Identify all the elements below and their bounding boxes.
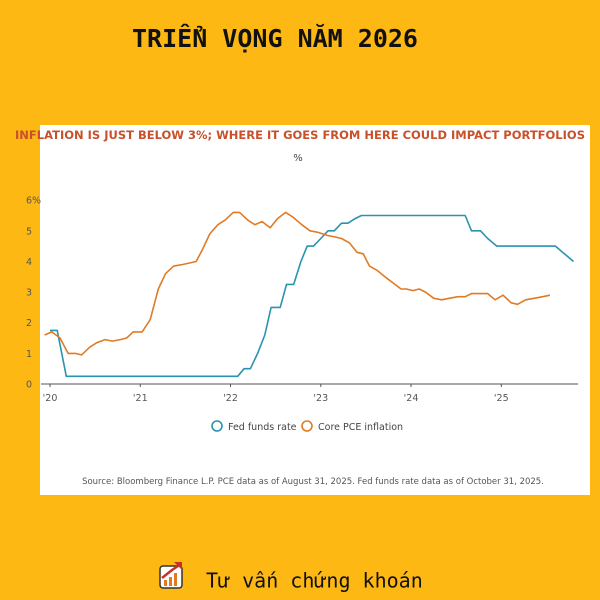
x-tick-label: '22 <box>223 393 238 404</box>
y-tick-label: 2 <box>26 318 32 329</box>
y-tick-label: 3 <box>26 288 32 299</box>
legend-swatch <box>211 420 223 432</box>
source-note: Source: Bloomberg Finance L.P. PCE data … <box>82 477 544 487</box>
chart-panel <box>40 125 590 495</box>
post-title: TRIỂN VỌNG NĂM 2026 <box>132 23 418 53</box>
legend-label: Fed funds rate <box>228 422 297 433</box>
series-line <box>50 214 575 378</box>
legend-label: Core PCE inflation <box>318 422 403 433</box>
y-tick-label: 1 <box>26 349 32 360</box>
x-tick-label: '24 <box>404 393 419 404</box>
x-tick-label: '25 <box>494 393 509 404</box>
x-tick-label: '20 <box>43 393 58 404</box>
series-line <box>44 211 551 356</box>
footer-icon <box>159 562 183 589</box>
y-tick-label: 6% <box>26 196 41 207</box>
y-tick-label: 4 <box>26 257 32 268</box>
y-unit: % <box>293 153 303 164</box>
y-tick-label: 5 <box>26 226 32 237</box>
x-tick-label: '21 <box>133 393 148 404</box>
x-tick-label: '23 <box>313 393 328 404</box>
legend-swatch <box>301 420 313 432</box>
footer-text: Tư vấn chứng khoán <box>206 569 423 593</box>
y-tick-label: 0 <box>26 380 32 391</box>
chart-title: INFLATION IS JUST BELOW 3%; WHERE IT GOE… <box>15 128 585 142</box>
